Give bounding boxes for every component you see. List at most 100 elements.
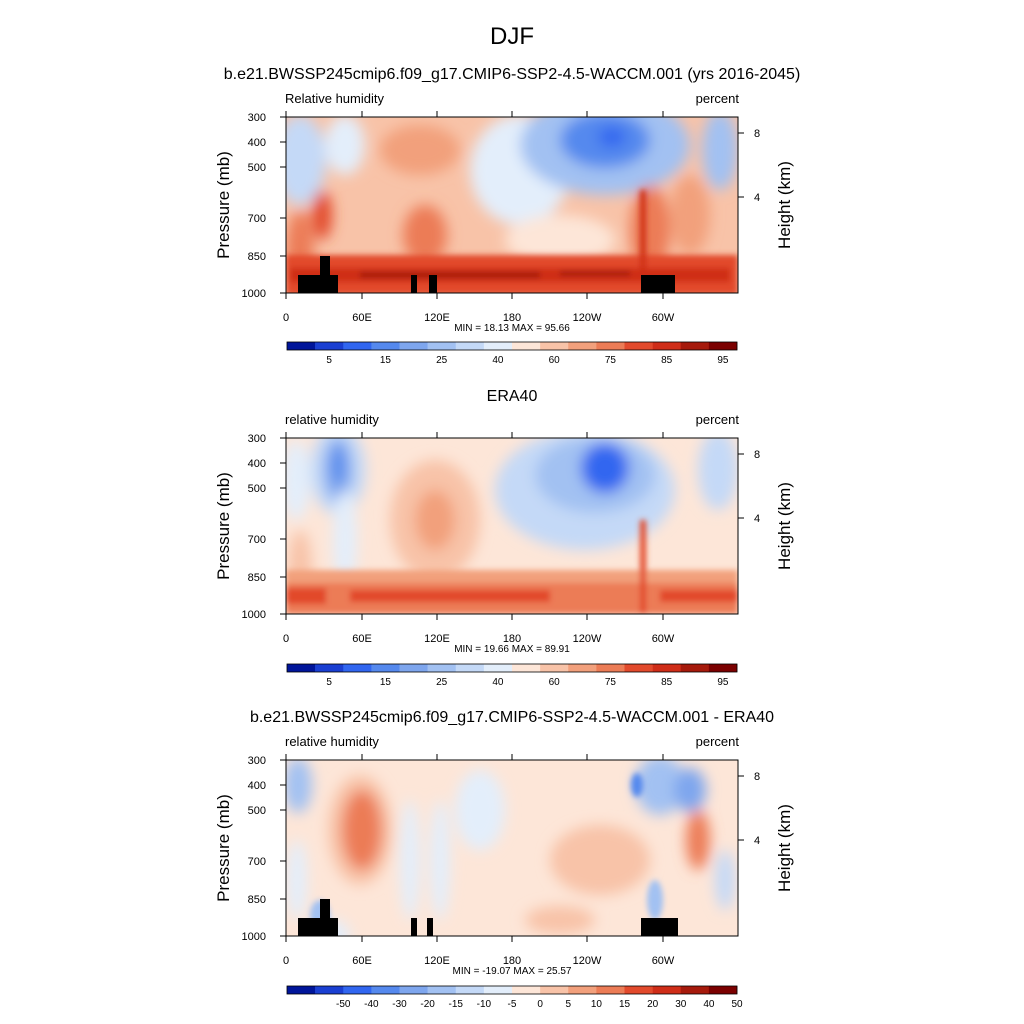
panel-2-y-tick-700: 700	[248, 534, 266, 546]
colorbar-swatch	[624, 342, 653, 350]
colorbar-swatch	[512, 342, 541, 350]
colorbar-label: 5	[326, 355, 332, 366]
colorbar-label: 15	[380, 677, 392, 688]
colorbar-label: 95	[717, 355, 729, 366]
colorbar-label: 5	[326, 677, 332, 688]
panel-1-y-tick-400: 400	[248, 137, 266, 149]
panel-2-y-tick-500: 500	[248, 483, 266, 495]
panel-1-x-tick-120e: 120E	[424, 312, 450, 324]
colorbar-swatch	[652, 664, 682, 672]
colorbar-label: -20	[420, 999, 435, 1010]
colorbar-swatch	[371, 664, 400, 672]
panel-1-x-tick-120w: 120W	[573, 312, 602, 324]
panel-2: ERA40	[214, 388, 794, 688]
colorbar-swatch	[540, 664, 569, 672]
colorbar-label: -5	[508, 999, 517, 1010]
panel-1-y-tick-700: 700	[248, 213, 266, 225]
panel-2-y-right-axis-label: Height (km)	[775, 482, 794, 570]
colorbar-swatch	[483, 986, 513, 994]
colorbar-swatch	[371, 342, 400, 350]
colorbar-swatch	[315, 986, 344, 994]
colorbar-swatch	[315, 342, 344, 350]
panel-3-x-tick-marks	[280, 754, 744, 942]
colorbar-swatch	[455, 342, 485, 350]
colorbar-label: 40	[492, 677, 504, 688]
figure-subtitle: b.e21.BWSSP245cmip6.f09_g17.CMIP6-SSP2-4…	[224, 66, 801, 83]
panel-2-height-tick-4: 4	[754, 513, 760, 525]
panel-3-y-axis-label: Pressure (mb)	[214, 794, 233, 902]
panel-1: Relative humidity percent 0 60E 120E 180…	[214, 91, 794, 366]
colorbar-swatch	[596, 986, 625, 994]
panel-3-y-tick-500: 500	[248, 805, 266, 817]
colorbar-label: 75	[605, 677, 617, 688]
colorbar-label: 15	[619, 999, 631, 1010]
panel-2-height-tick-8: 8	[754, 449, 760, 461]
panel-3-field	[286, 760, 738, 936]
panel-2-colorbar: 5 15 25 40 60 75 85 95	[286, 663, 738, 688]
panel-1-left-label: Relative humidity	[285, 91, 384, 106]
panel-3-x-tick-60e: 60E	[352, 955, 372, 967]
colorbar-label: 85	[661, 677, 673, 688]
colorbar-swatch	[596, 342, 625, 350]
colorbar-label: -50	[336, 999, 351, 1010]
panel-1-min-max: MIN = 18.13 MAX = 95.66	[454, 323, 570, 334]
colorbar-label: -40	[364, 999, 379, 1010]
colorbar-label: -10	[477, 999, 492, 1010]
panel-1-x-tick-60w: 60W	[652, 312, 675, 324]
colorbar-swatch	[624, 664, 653, 672]
panel-3-y-right-axis-label: Height (km)	[775, 804, 794, 892]
colorbar-swatch	[427, 664, 457, 672]
panel-2-x-tick-0: 0	[283, 633, 289, 645]
colorbar-swatch	[624, 986, 653, 994]
colorbar-label: 30	[675, 999, 687, 1010]
colorbar-swatch	[315, 664, 344, 672]
figure-title: DJF	[490, 23, 534, 50]
panel-1-y-axis-label: Pressure (mb)	[214, 151, 233, 259]
panel-3-colorbar: -50 -40 -30 -20 -15 -10 -5 0 5 10 15 20 30 40 50	[286, 985, 743, 1010]
colorbar-label: 75	[605, 355, 617, 366]
colorbar-swatch	[287, 664, 316, 672]
colorbar-swatch	[371, 986, 400, 994]
colorbar-label: 15	[380, 355, 392, 366]
colorbar-swatch	[343, 986, 372, 994]
colorbar-swatch	[568, 986, 597, 994]
panel-3-y-tick-400: 400	[248, 780, 266, 792]
panel-3-x-tick-120e: 120E	[424, 955, 450, 967]
colorbar-swatch	[540, 986, 569, 994]
panel-2-title: ERA40	[487, 388, 538, 405]
panel-3-x-tick-0: 0	[283, 955, 289, 967]
panel-2-x-tick-180: 180	[503, 633, 521, 645]
colorbar-swatch	[483, 664, 513, 672]
panel-2-x-tick-marks	[280, 432, 744, 620]
colorbar-label: 25	[436, 677, 448, 688]
colorbar-label: 0	[537, 999, 543, 1010]
colorbar-label: 50	[731, 999, 743, 1010]
colorbar-swatch	[455, 986, 485, 994]
panel-2-right-label: percent	[696, 412, 740, 427]
colorbar-swatch	[399, 342, 428, 350]
colorbar-label: 40	[492, 355, 504, 366]
colorbar-border	[286, 663, 738, 673]
panel-3-y-tick-700: 700	[248, 856, 266, 868]
colorbar-swatch	[512, 986, 541, 994]
colorbar-swatch	[455, 664, 485, 672]
panel-3-x-tick-60w: 60W	[652, 955, 675, 967]
colorbar-label: 85	[661, 355, 673, 366]
panel-1-x-tick-0: 0	[283, 312, 289, 324]
panel-1-x-tick-60e: 60E	[352, 312, 372, 324]
colorbar-swatch	[540, 342, 569, 350]
panel-3-title: b.e21.BWSSP245cmip6.f09_g17.CMIP6-SSP2-4…	[250, 709, 774, 726]
panel-2-field	[286, 438, 738, 614]
panel-2-x-tick-120w: 120W	[573, 633, 602, 645]
panel-3-y-tick-300: 300	[248, 755, 266, 767]
panel-1-x-tick-180: 180	[503, 312, 521, 324]
panel-1-y-tick-1000: 1000	[242, 288, 266, 300]
panel-1-field	[286, 117, 738, 293]
colorbar-swatch	[512, 664, 541, 672]
panel-3-y-tick-1000: 1000	[242, 931, 266, 943]
panel-2-x-tick-60e: 60E	[352, 633, 372, 645]
colorbar-swatch	[680, 342, 710, 350]
panel-2-y-tick-300: 300	[248, 433, 266, 445]
colorbar-swatch	[708, 664, 738, 672]
